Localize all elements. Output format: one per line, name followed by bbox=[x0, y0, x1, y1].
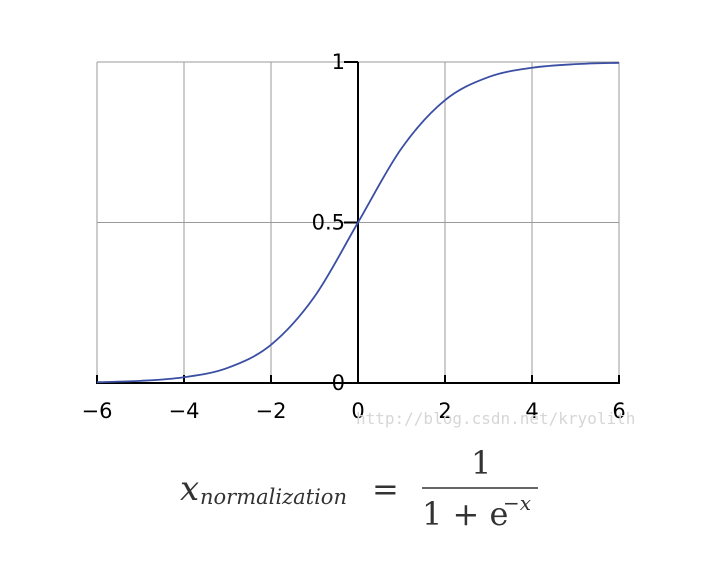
y-tick-label: 1 bbox=[332, 50, 345, 74]
formula-numerator: 1 bbox=[471, 444, 491, 482]
x-tick-label: −6 bbox=[82, 399, 113, 423]
formula-lhs-var: x bbox=[180, 469, 199, 509]
y-tick-label: 0 bbox=[332, 371, 345, 395]
formula-equals: = bbox=[372, 470, 399, 508]
formula-denominator-exponent: −x bbox=[503, 491, 531, 515]
sigmoid-formula: x normalization = 1 1 + e −x bbox=[180, 444, 538, 533]
x-tick-label: 2 bbox=[438, 399, 451, 423]
x-tick-label: −2 bbox=[256, 399, 287, 423]
y-tick-label: 0.5 bbox=[312, 211, 345, 235]
x-tick-label: 6 bbox=[612, 399, 625, 423]
sigmoid-curve bbox=[96, 61, 620, 384]
x-tick-label: 0 bbox=[351, 399, 364, 423]
tick-labels: −6 −4 −2 0 2 4 6 0 0.5 1 bbox=[82, 50, 626, 423]
x-tick-label: 4 bbox=[525, 399, 538, 423]
watermark: http://blog.csdn.net/kryolith bbox=[356, 409, 635, 428]
sigmoid-chart: −6 −4 −2 0 2 4 6 0 0.5 1 http://blog.csdn.net/kry… bbox=[82, 50, 636, 428]
x-tick-label: −4 bbox=[169, 399, 200, 423]
formula-lhs-subscript: normalization bbox=[200, 485, 347, 509]
formula-denominator-base: 1 + e bbox=[422, 495, 508, 533]
